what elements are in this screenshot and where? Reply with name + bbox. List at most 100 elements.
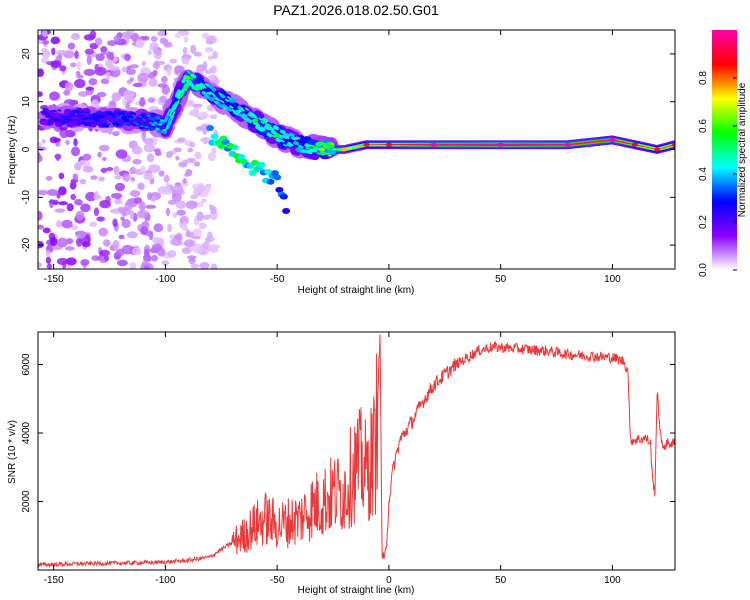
spectrogram-x-tick-label: -100 xyxy=(155,274,175,285)
spectrogram-peak xyxy=(654,147,661,152)
spectrogram-noise-cell xyxy=(205,185,212,193)
spectrogram-noise-cell xyxy=(181,247,192,255)
spectrogram-noise-cell xyxy=(198,222,207,230)
spectrogram-noise-cell xyxy=(82,165,94,173)
spectrogram-noise-cell xyxy=(121,244,134,255)
spectrogram-ridge-segment xyxy=(220,99,225,104)
spectrogram-noise-cell xyxy=(98,227,109,237)
spectrogram-noise-cell xyxy=(137,72,149,83)
spectrogram-noise-cell xyxy=(113,165,120,176)
spectrogram-noise-cell xyxy=(183,239,196,248)
spectrogram-noise-cell xyxy=(113,199,124,205)
spectrogram-peak xyxy=(318,147,325,152)
spectrogram-noise-cell xyxy=(58,172,65,180)
spectrogram-noise-cell xyxy=(76,60,82,71)
spectrogram-noise-cell xyxy=(166,67,172,76)
spectrogram-noise-cell xyxy=(142,254,152,262)
spectrogram-noise-cell xyxy=(210,65,217,74)
spectrogram-noise-cell xyxy=(184,100,195,107)
spectrogram-noise-cell xyxy=(198,111,209,119)
spectrogram-noise-cell xyxy=(42,227,51,234)
spectrogram-noise-cell xyxy=(199,201,204,207)
spectrogram-noise-cell xyxy=(204,248,210,254)
spectrogram-noise-cell xyxy=(159,95,167,103)
snr-panel: -150 -100 -50 0 50 100 2000 4000 6000 Height of … xyxy=(7,331,676,596)
spectrogram-noise-cell xyxy=(154,151,162,156)
spectrogram-noise-cell xyxy=(190,263,200,269)
spectrogram-ridge-segment xyxy=(198,86,203,91)
spectrogram-noise-cell xyxy=(46,189,59,196)
spectrogram-noise-cell xyxy=(111,208,119,214)
spectrogram-noise-cell xyxy=(207,55,214,60)
spectrogram-noise-cell xyxy=(95,37,103,46)
spectrogram-noise-cell xyxy=(186,157,196,164)
spectrogram-branch-cell xyxy=(217,143,226,150)
spectrogram-noise-cell xyxy=(207,152,217,162)
spectrogram-noise-cell xyxy=(85,191,97,202)
spectrogram-noise-cell xyxy=(112,218,118,228)
spectrogram-noise-cell xyxy=(46,263,53,269)
spectrogram-noise-cell xyxy=(167,249,177,258)
spectrogram-x-tick-label: -50 xyxy=(270,274,285,285)
spectrogram-ridge-segment xyxy=(184,83,189,90)
spectrogram-noise-cell xyxy=(153,49,163,60)
spectrogram-noise-cell xyxy=(160,76,168,84)
colorbar-tick-label: 0.2 xyxy=(698,215,709,229)
spectrogram-noise-cell xyxy=(130,176,136,182)
spectrogram-noise-cell xyxy=(172,212,178,218)
spectrogram-ridge-segment xyxy=(231,102,241,110)
snr-y-tick-label: 2000 xyxy=(21,490,32,513)
spectrogram-noise-cell xyxy=(193,51,202,57)
spectrogram-ridge-segment xyxy=(273,125,279,131)
spectrogram-noise-cell xyxy=(146,153,155,163)
snr-x-tick-label: 0 xyxy=(386,575,392,586)
spectrogram-noise-cell xyxy=(121,66,127,73)
spectrogram-noise-cell xyxy=(96,91,107,98)
spectrogram-noise-cell xyxy=(184,172,190,177)
spectrogram-noise-cell xyxy=(204,237,211,244)
spectrogram-noise-cell xyxy=(55,153,60,162)
spectrogram-branch-cell xyxy=(282,207,291,214)
spectrogram-ridge-segment xyxy=(227,96,232,100)
spectrogram-noise-cell xyxy=(49,237,58,247)
spectrogram-noise-cell xyxy=(48,199,59,204)
spectrogram-noise-cell xyxy=(163,41,173,48)
spectrogram-noise-cell xyxy=(132,82,143,88)
spectrogram-ridge-segment xyxy=(230,97,237,103)
spectrogram-noise-cell xyxy=(122,173,131,182)
spectrogram-noise-cell xyxy=(193,186,198,197)
spectrogram-ridge-segment xyxy=(174,89,181,98)
spectrogram-noise-cell xyxy=(105,71,111,81)
spectrogram-noise-cell xyxy=(63,89,71,96)
spectrogram-ridge-segment xyxy=(242,117,247,121)
spectrogram-noise-cell xyxy=(182,221,187,230)
spectrogram-y-tick-label: -10 xyxy=(21,190,32,205)
spectrogram-noise-cell xyxy=(75,230,86,239)
spectrogram-noise-cell xyxy=(121,218,131,229)
spectrogram-noise-cell xyxy=(94,63,100,72)
spectrogram-ridge-segment xyxy=(240,108,245,112)
spectrogram-peak xyxy=(184,75,191,80)
chart-title: PAZ1.2026.018.02.50.G01 xyxy=(273,2,439,18)
spectrogram-ridge-segment xyxy=(233,111,238,116)
spectrogram-noise-cell xyxy=(147,49,152,56)
spectrogram-noise-cell xyxy=(185,229,191,238)
spectrogram-noise-cell xyxy=(129,77,135,82)
snr-y-tick-label: 6000 xyxy=(21,353,32,376)
spectrogram-noise-cell xyxy=(129,64,140,69)
spectrogram-noise-cell xyxy=(143,172,154,181)
spectrogram-noise-cell xyxy=(52,137,62,143)
spectrogram-noise-cell xyxy=(210,263,218,269)
spectrogram-noise-cell xyxy=(66,203,74,212)
spectrogram-noise-cell xyxy=(69,181,77,190)
spectrogram-noise-cell xyxy=(137,182,145,191)
spectrogram-noise-cell xyxy=(75,71,81,77)
spectrogram-ridge-segment xyxy=(296,136,301,140)
spectrogram-noise-cell xyxy=(85,86,95,91)
snr-x-tick-label: 100 xyxy=(604,575,621,586)
spectrogram-noise-cell xyxy=(104,254,110,262)
spectrogram-ridge-segment xyxy=(218,92,223,96)
spectrogram-ridge-segment xyxy=(191,86,196,91)
